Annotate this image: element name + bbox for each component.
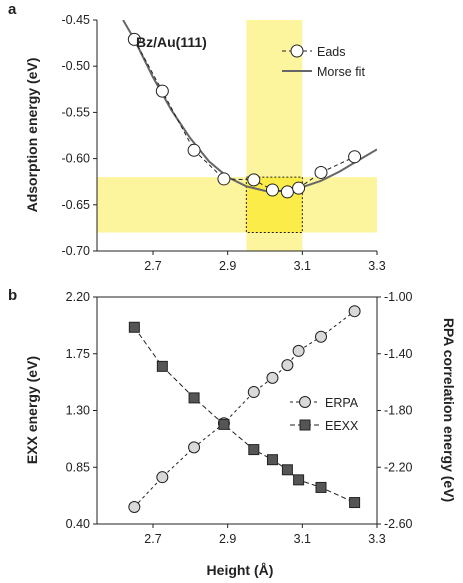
erpa-point xyxy=(315,330,327,343)
erpa-point xyxy=(188,441,201,454)
eads-point xyxy=(314,165,328,179)
panel-a-y-tick-label: -0.45 xyxy=(62,13,91,27)
panel-a-x-tick-label: 2.9 xyxy=(219,259,236,273)
panel-a-x-tick-label: 2.7 xyxy=(144,259,161,273)
eexx-point xyxy=(315,481,327,493)
panel-b-right-tick-label: -1.80 xyxy=(384,404,413,418)
panel-b-x-tick-label: 3.3 xyxy=(368,532,385,546)
eexx-point xyxy=(218,418,230,430)
eexx-point xyxy=(293,474,305,486)
eads-point xyxy=(265,183,279,197)
eads-point xyxy=(247,173,261,187)
panel-a-plot xyxy=(122,20,377,199)
eads-point xyxy=(348,150,362,164)
panel-b-xlabel: Height (Å) xyxy=(207,562,274,578)
eexx-point xyxy=(188,392,200,404)
eads-point xyxy=(292,181,306,195)
panel-a-y-tick-label: -0.65 xyxy=(62,198,91,212)
eexx-point xyxy=(156,360,168,372)
panel-a-legend: Eads Morse fit xyxy=(282,44,365,79)
legend-eads-marker xyxy=(290,44,304,58)
legend-eexx-label: EEXX xyxy=(325,419,359,433)
erpa-point xyxy=(156,471,169,484)
panel-b-left-tick-label: 1.30 xyxy=(66,404,90,418)
legend-erpa-marker xyxy=(299,396,311,408)
eexx-point xyxy=(281,464,293,476)
panel-b-ylabel-right: RPA correlation energy (eV) xyxy=(441,318,457,502)
panel-a-x-tick-label: 3.3 xyxy=(368,259,385,273)
eads-point xyxy=(127,32,141,46)
eads-point xyxy=(187,143,201,157)
panel-a-y-tick-label: -0.70 xyxy=(62,244,91,258)
panel-b-plot xyxy=(128,305,361,513)
legend-erpa-label: ERPA xyxy=(325,396,359,410)
panel-a-letter: a xyxy=(8,1,17,18)
eexx-point xyxy=(349,497,361,509)
erpa-point xyxy=(266,371,279,384)
panel-b-right-tick-label: -1.00 xyxy=(384,290,413,304)
panel-b-axes: 2.20 1.75 1.30 0.85 0.40 -1.00 -1.40 -1.80 -2.20… xyxy=(66,290,413,546)
panel-a-annotation: Bz/Au(111) xyxy=(136,34,207,50)
erpa-point xyxy=(128,500,141,513)
panel-b-right-tick-label: -2.20 xyxy=(384,460,413,474)
eads-point xyxy=(155,84,169,98)
panel-a-y-tick-label: -0.50 xyxy=(62,59,91,73)
horizontal-highlight-band xyxy=(97,177,377,233)
panel-a-axes: -0.45 -0.50 -0.55 -0.60 -0.65 -0.70 2.7 2.9 3.1 3… xyxy=(62,13,386,273)
panel-b-right-tick-label: -2.60 xyxy=(384,517,413,531)
eexx-point xyxy=(266,454,278,466)
erpa-point xyxy=(348,305,361,318)
panel-b-ylabel-left: EXX energy (eV) xyxy=(24,356,40,464)
panel-b-x-tick-label: 3.1 xyxy=(294,532,311,546)
panel-a-ylabel: Adsorption energy (eV) xyxy=(24,58,40,213)
panel-b-x-tick-label: 2.9 xyxy=(219,532,236,546)
erpa-dashed-line xyxy=(133,310,355,508)
eexx-point xyxy=(128,321,140,333)
erpa-point xyxy=(292,344,305,357)
panel-a-y-tick-label: -0.55 xyxy=(62,105,91,119)
panel-b-letter: b xyxy=(8,287,17,304)
legend-eads-label: Eads xyxy=(317,45,346,59)
panel-a-x-tick-label: 3.1 xyxy=(294,259,311,273)
panel-b-left-tick-label: 0.40 xyxy=(66,517,90,531)
panel-b-right-tick-label: -1.40 xyxy=(384,347,413,361)
highlight-dashed-box xyxy=(245,176,303,234)
panel-b-legend: ERPA EEXX xyxy=(290,396,359,433)
panel-a-y-tick-label: -0.60 xyxy=(62,152,91,166)
eads-dashed-line xyxy=(133,39,355,193)
erpa-point xyxy=(247,386,260,399)
panel-b-left-tick-label: 1.75 xyxy=(66,347,90,361)
panel-b-left-tick-label: 2.20 xyxy=(66,290,90,304)
eads-point xyxy=(217,172,231,186)
panel-b-left-tick-label: 0.85 xyxy=(66,460,90,474)
erpa-point xyxy=(281,359,294,372)
panel-b-x-tick-label: 2.7 xyxy=(144,532,161,546)
eexx-point xyxy=(248,444,260,456)
eads-point xyxy=(280,185,294,199)
panel-a-highlight-bands xyxy=(97,20,377,251)
legend-eexx-marker xyxy=(299,419,311,431)
legend-morse-label: Morse fit xyxy=(317,65,365,79)
